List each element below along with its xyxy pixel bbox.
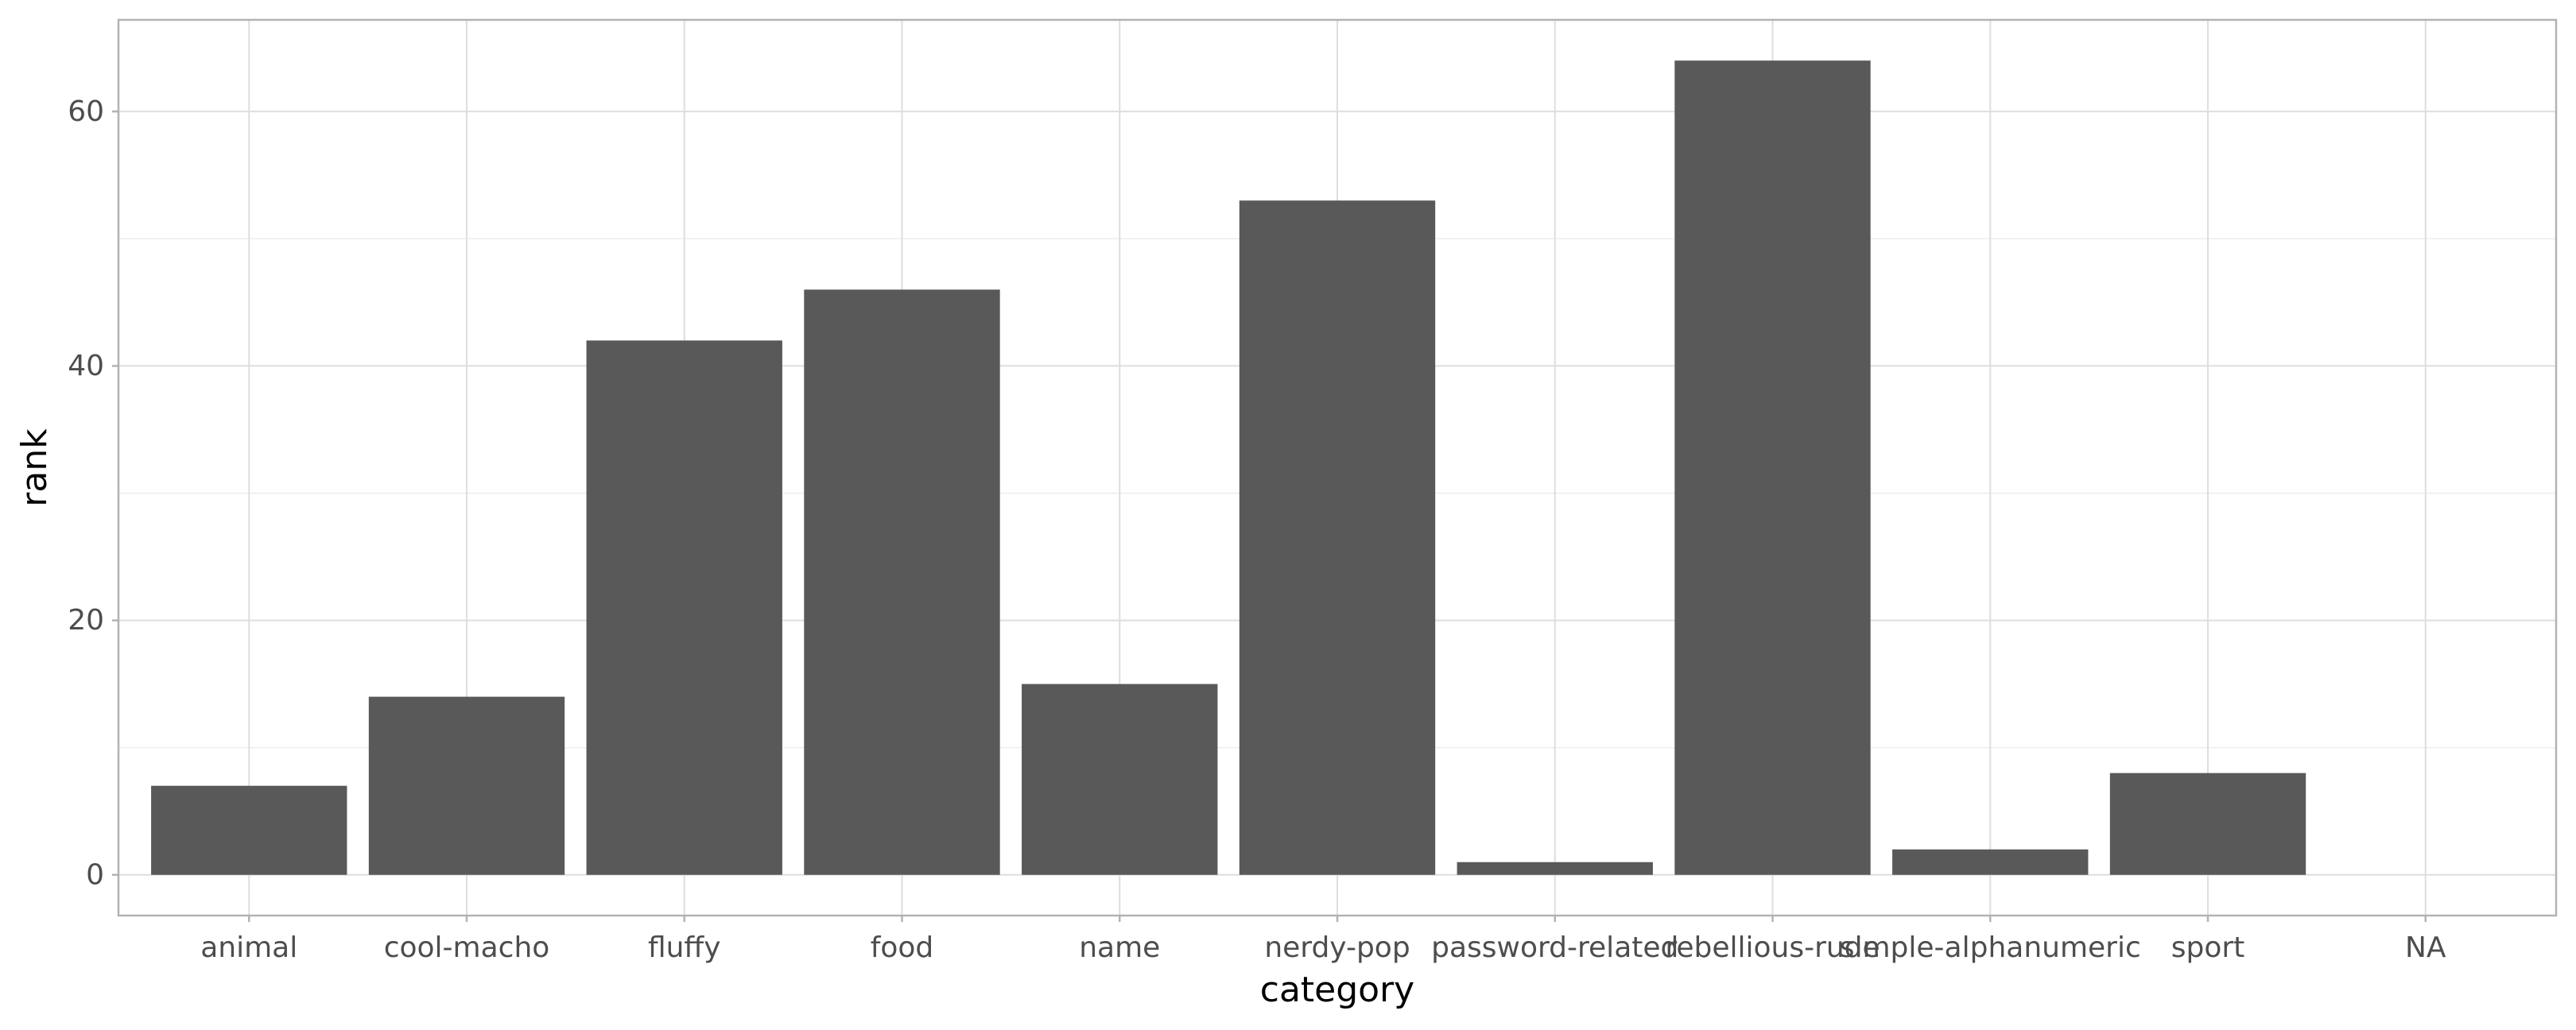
x-tick-label: name bbox=[1079, 931, 1160, 964]
bar-cool-macho bbox=[369, 697, 564, 875]
y-axis-title: rank bbox=[14, 428, 55, 507]
y-tick-label: 60 bbox=[68, 95, 104, 128]
bars bbox=[151, 60, 2306, 875]
y-tick-label: 0 bbox=[86, 858, 104, 891]
x-tick-label: food bbox=[871, 931, 934, 964]
x-tick-label: fluffy bbox=[648, 931, 721, 964]
bar-password-related bbox=[1457, 862, 1653, 875]
x-tick-label: NA bbox=[2405, 931, 2446, 964]
x-tick-label: cool-macho bbox=[384, 931, 550, 964]
bar-animal bbox=[151, 786, 347, 875]
bar-nerdy-pop bbox=[1240, 200, 1435, 874]
x-tick-label: simple-alphanumeric bbox=[1840, 931, 2141, 964]
x-tick-label: nerdy-pop bbox=[1264, 931, 1410, 964]
y-tick-label: 20 bbox=[68, 604, 104, 637]
bar-name bbox=[1022, 684, 1217, 875]
y-tick-label: 40 bbox=[68, 350, 104, 382]
x-tick-label: animal bbox=[200, 931, 297, 964]
bar-fluffy bbox=[587, 340, 782, 874]
bar-rebellious-rude bbox=[1674, 60, 1870, 875]
bar-sport bbox=[2110, 773, 2306, 875]
bar-simple-alphanumeric bbox=[1892, 850, 2088, 875]
x-tick-label: password-related bbox=[1431, 931, 1678, 964]
x-tick-label: sport bbox=[2171, 931, 2245, 964]
bar-food bbox=[804, 289, 999, 874]
x-axis-title: category bbox=[1260, 970, 1414, 1010]
